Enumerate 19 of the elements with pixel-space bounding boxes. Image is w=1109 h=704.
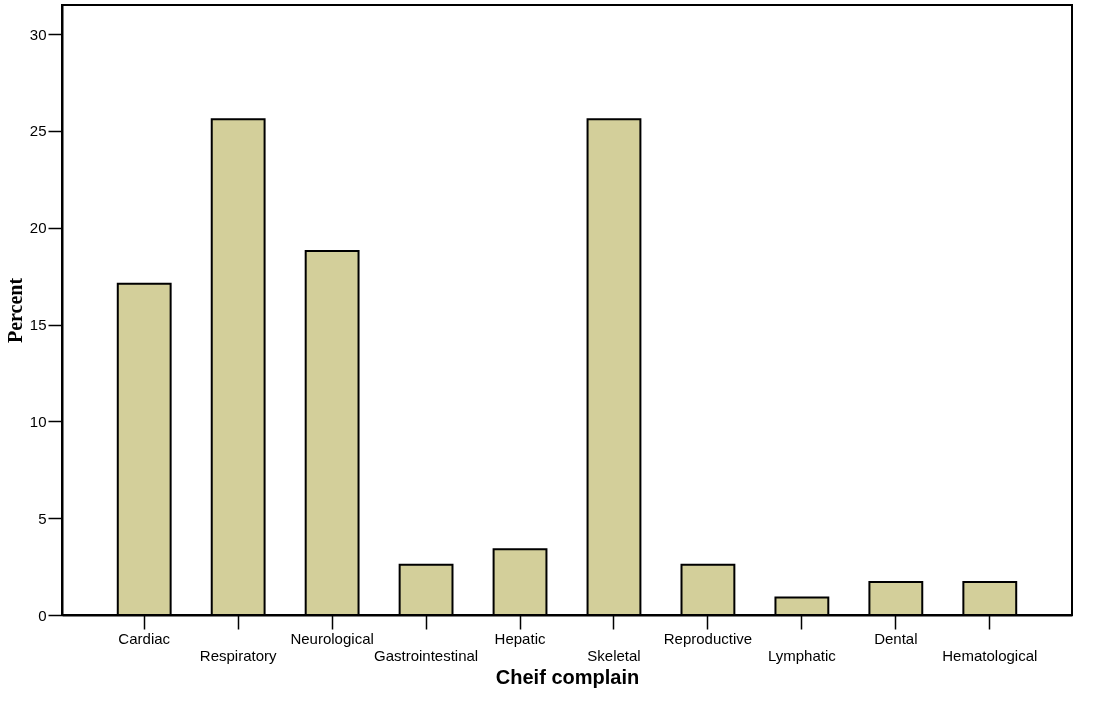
x-tick-label: Hepatic bbox=[494, 629, 546, 647]
y-axis-title: Percent bbox=[3, 277, 26, 344]
x-tick-label: Lymphatic bbox=[767, 646, 837, 664]
y-tick-label: 25 bbox=[29, 122, 47, 140]
x-tick-label: Cardiac bbox=[118, 629, 171, 647]
y-tick-label: 5 bbox=[38, 509, 47, 527]
x-tick-label: Neurological bbox=[290, 629, 374, 647]
y-tick-label: 30 bbox=[29, 25, 47, 43]
y-tick-label: 10 bbox=[29, 412, 47, 430]
x-tick-label: Dental bbox=[874, 629, 918, 647]
y-tick-label: 15 bbox=[29, 316, 47, 334]
x-tick-label: Hematological bbox=[942, 646, 1038, 664]
x-axis-title: Cheif complain bbox=[495, 665, 640, 688]
x-tick-label: Respiratory bbox=[199, 646, 277, 664]
y-tick-label: 0 bbox=[38, 606, 47, 624]
x-tick-label: Reproductive bbox=[663, 629, 753, 647]
y-tick-label: 20 bbox=[29, 219, 47, 237]
x-tick-label: Gastrointestinal bbox=[373, 646, 479, 664]
x-tick-label: Skeletal bbox=[587, 646, 641, 664]
